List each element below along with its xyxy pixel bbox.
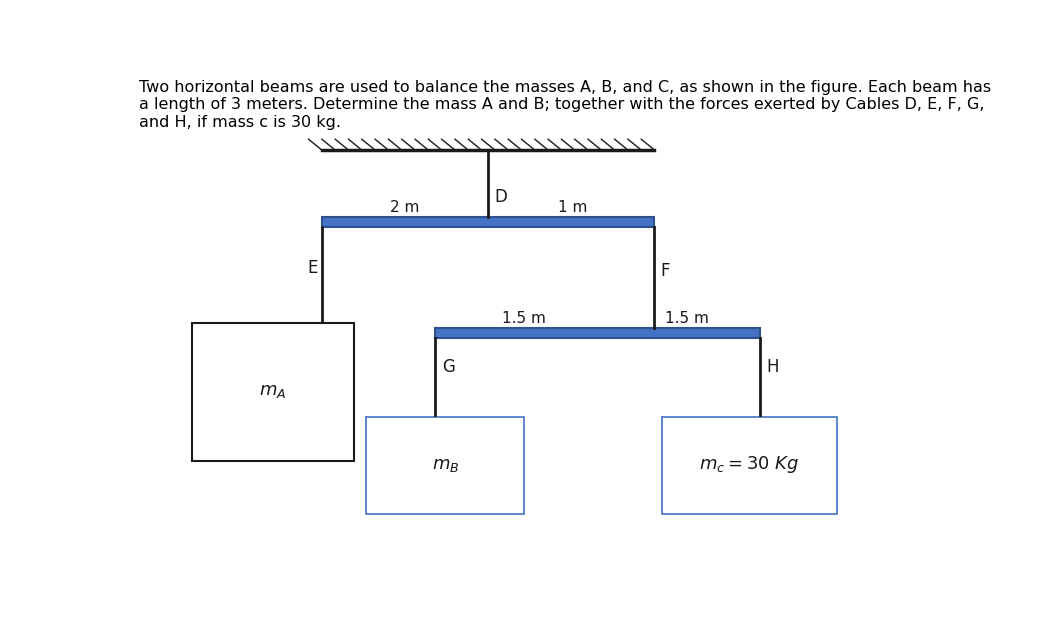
Bar	[321, 217, 654, 227]
Text: $m_A$: $m_A$	[260, 382, 287, 400]
Text: $m_B$: $m_B$	[432, 456, 460, 474]
Bar	[663, 418, 837, 514]
Text: D: D	[494, 188, 507, 205]
Bar	[366, 418, 525, 514]
Text: $m_c = 30\ Kg$: $m_c = 30\ Kg$	[699, 454, 799, 475]
Text: 1 m: 1 m	[558, 200, 587, 215]
Text: 1.5 m: 1.5 m	[665, 310, 709, 326]
Text: 2 m: 2 m	[389, 200, 419, 215]
Text: Two horizontal beams are used to balance the masses A, B, and C, as shown in the: Two horizontal beams are used to balance…	[139, 80, 992, 130]
Text: F: F	[661, 262, 670, 280]
Bar	[436, 328, 760, 338]
Text: H: H	[766, 357, 779, 376]
Bar	[192, 324, 354, 461]
Text: E: E	[308, 259, 318, 277]
Text: 1.5 m: 1.5 m	[503, 310, 547, 326]
Text: G: G	[442, 357, 454, 376]
